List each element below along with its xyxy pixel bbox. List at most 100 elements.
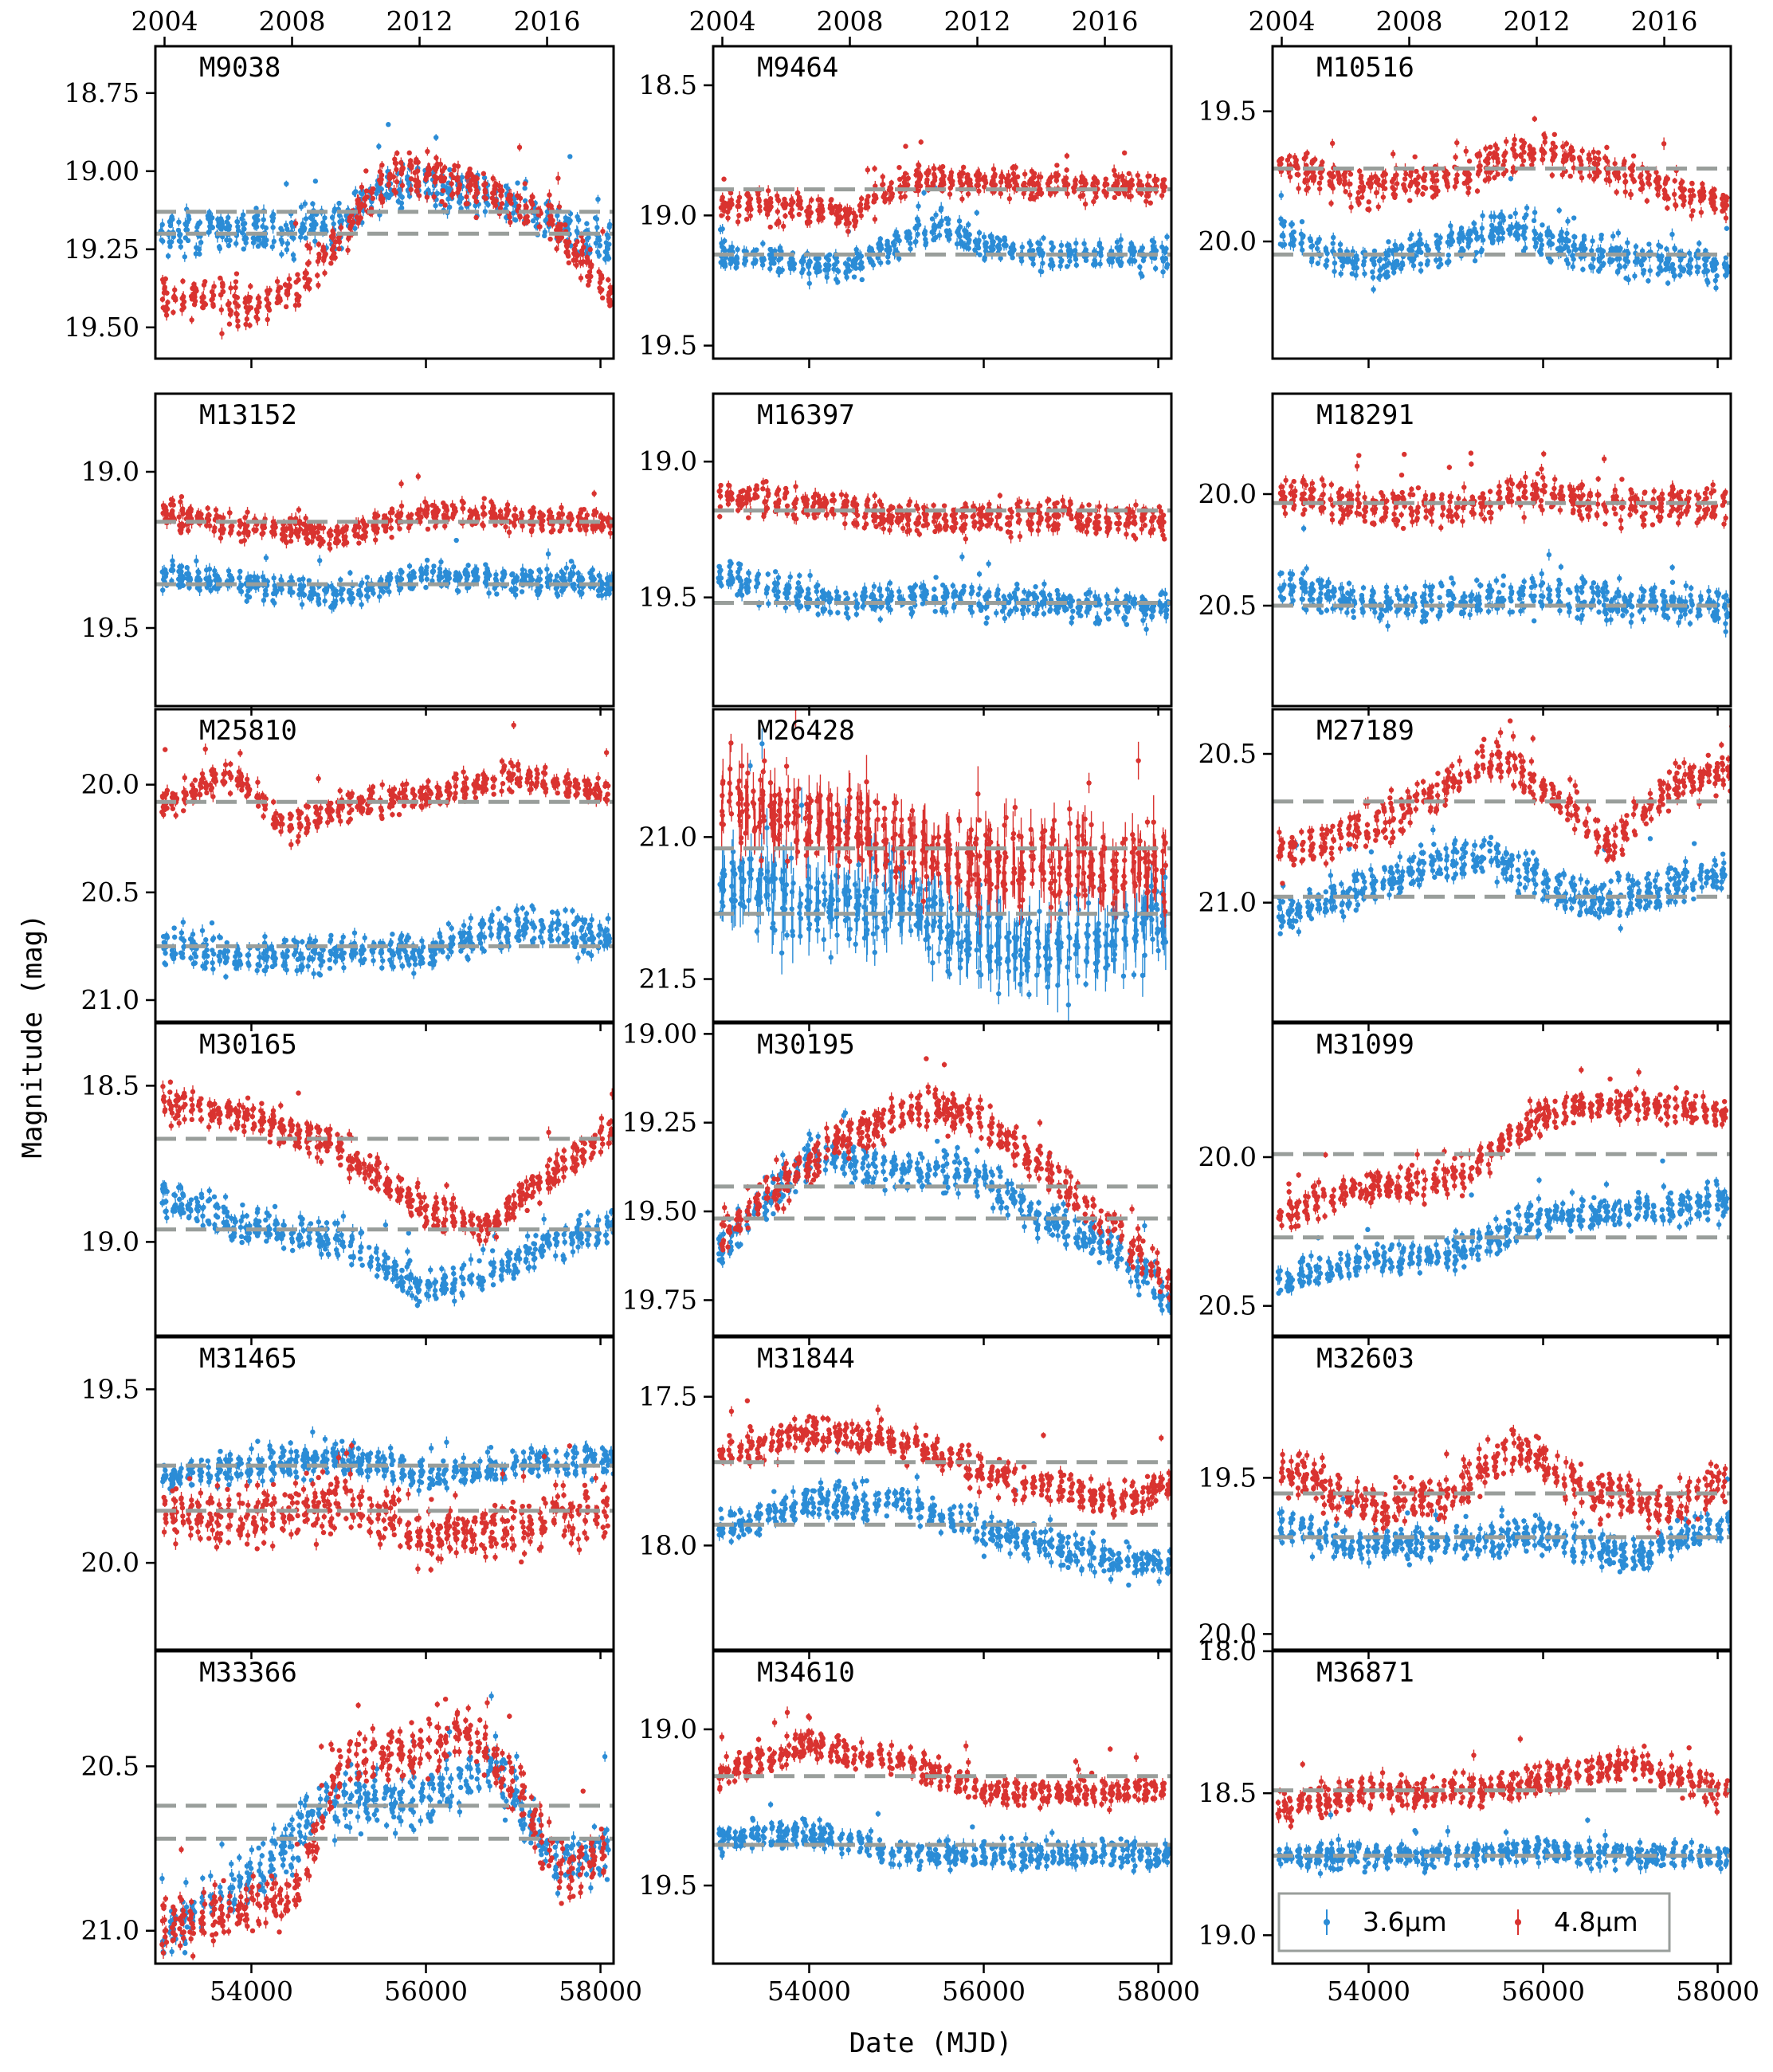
data-point [451, 167, 457, 173]
data-point [1080, 192, 1086, 198]
data-point [255, 316, 261, 322]
data-point [440, 188, 446, 194]
data-point [475, 190, 481, 196]
data-point [1324, 250, 1330, 257]
data-point [182, 254, 188, 260]
data-point [291, 257, 297, 262]
data-point [916, 222, 922, 228]
data-point [370, 195, 376, 202]
data-point [1411, 242, 1417, 248]
data-point [796, 211, 802, 218]
data-point [192, 298, 198, 304]
data-point [408, 186, 414, 193]
data-point [1445, 252, 1451, 258]
data-point [394, 167, 399, 172]
data-point [771, 261, 777, 266]
data-point [1083, 181, 1089, 186]
data-point [353, 189, 359, 194]
data-point [169, 239, 175, 245]
data-point [990, 239, 996, 245]
data-point [1479, 226, 1485, 231]
data-point [274, 278, 280, 285]
data-point [303, 235, 308, 241]
data-point [932, 166, 937, 171]
data-point [1065, 191, 1070, 197]
data-point [846, 257, 852, 262]
data-point [1154, 177, 1160, 182]
data-point [1538, 232, 1544, 238]
data-point [399, 194, 405, 200]
data-point [336, 213, 343, 218]
data-point [798, 198, 803, 204]
data-point [1523, 225, 1528, 230]
data-point [606, 255, 612, 261]
data-point [247, 295, 253, 300]
data-point [178, 238, 183, 245]
data-point [817, 268, 822, 274]
plot-area [1273, 116, 1731, 294]
data-point [1471, 221, 1477, 226]
data-point [834, 255, 839, 261]
data-point [1041, 235, 1046, 241]
year-tick-label: 2012 [386, 6, 453, 37]
data-point [508, 219, 513, 226]
data-point [1492, 214, 1497, 220]
data-point [380, 196, 386, 202]
data-point [807, 219, 813, 225]
data-point [756, 198, 762, 203]
data-point [1058, 242, 1065, 249]
data-point [351, 219, 356, 225]
data-point [432, 179, 438, 185]
year-tick-label: 2004 [689, 6, 756, 37]
data-point [1371, 248, 1378, 254]
data-point [442, 202, 448, 208]
data-point [1522, 235, 1528, 241]
data-point [547, 192, 552, 198]
data-point [394, 150, 400, 156]
data-point [1030, 248, 1036, 253]
data-point [1378, 257, 1383, 262]
data-point [857, 202, 864, 207]
data-point [164, 290, 170, 296]
data-point [599, 287, 605, 292]
data-point [1038, 190, 1045, 196]
data-point [826, 252, 833, 257]
data-point [322, 270, 328, 276]
data-point [241, 226, 247, 232]
data-point [322, 215, 328, 221]
data-point [191, 281, 197, 287]
data-point [1324, 263, 1329, 269]
data-point [264, 237, 269, 243]
data-point [407, 158, 414, 163]
data-point [585, 282, 591, 288]
data-point [449, 181, 454, 186]
data-point [1153, 248, 1159, 253]
data-point [270, 225, 276, 230]
data-point [455, 163, 461, 169]
data-point [1508, 176, 1514, 182]
data-point [1377, 273, 1383, 279]
data-point [194, 288, 199, 294]
data-point [1532, 210, 1538, 215]
data-point [728, 190, 734, 196]
data-point [336, 239, 343, 245]
data-point [865, 167, 871, 173]
data-point [722, 203, 728, 210]
data-point [790, 214, 795, 219]
data-point [499, 201, 505, 206]
data-point [256, 295, 261, 300]
data-point [163, 276, 168, 282]
data-point [500, 188, 505, 194]
data-point [307, 277, 312, 283]
data-point [594, 216, 600, 222]
data-point [408, 176, 414, 182]
data-point [301, 226, 308, 231]
panel-frame [154, 45, 615, 360]
data-point [1137, 264, 1143, 270]
data-point [791, 261, 798, 267]
data-point [721, 176, 727, 182]
data-point [588, 273, 594, 280]
data-point [1546, 229, 1552, 234]
data-point [441, 165, 448, 171]
data-point [1032, 194, 1038, 200]
